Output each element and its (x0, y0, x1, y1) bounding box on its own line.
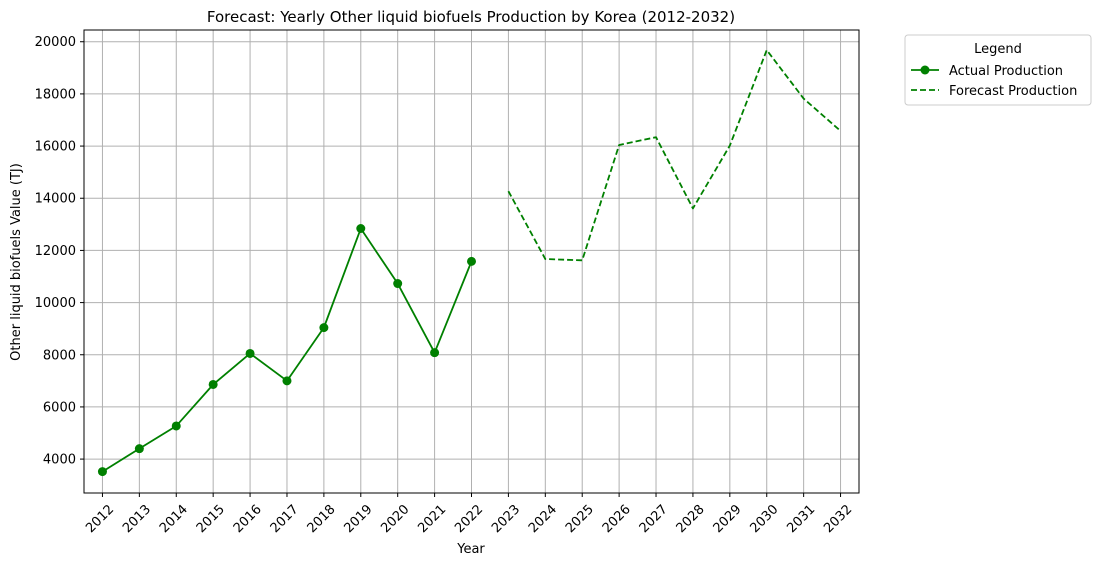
data-point-actual-production (467, 256, 476, 266)
x-tick-label: 2016 (231, 502, 265, 536)
y-tick-label: 6000 (43, 400, 76, 415)
x-tick-label: 2014 (157, 502, 191, 536)
data-point-actual-production (393, 279, 403, 289)
legend-box (904, 34, 1092, 106)
data-point-actual-production (282, 376, 292, 386)
chart-title: Forecast: Yearly Other liquid biofuels P… (207, 8, 735, 26)
y-tick-label: 20000 (35, 35, 76, 50)
data-point-actual-production (171, 421, 181, 431)
data-point-actual-production (97, 467, 107, 477)
y-tick-label: 4000 (43, 453, 76, 468)
y-tick-label: 12000 (35, 244, 76, 259)
grid (84, 30, 859, 493)
legend-label-actual-production: Actual Production (949, 64, 1063, 79)
data-point-actual-production (245, 348, 255, 358)
x-tick-label: 2029 (711, 502, 745, 536)
data-point-actual-production (430, 348, 440, 358)
y-axis: 4000 6000 8000 10000 12000 14000 16000 18000 200… (35, 35, 84, 468)
data-point-actual-production (356, 224, 366, 234)
y-tick-label: 14000 (35, 192, 76, 207)
x-tick-label: 2013 (120, 502, 154, 536)
x-tick-label: 2012 (83, 502, 117, 536)
x-tick-label: 2031 (784, 502, 818, 536)
data-point-actual-production (208, 379, 218, 389)
x-tick-label: 2017 (268, 502, 302, 536)
data-point-actual-production (134, 444, 144, 454)
x-tick-label: 2019 (342, 502, 376, 536)
x-tick-label: 2027 (637, 502, 671, 536)
x-tick-label: 2026 (600, 502, 634, 536)
x-tick-label: 2024 (526, 502, 560, 536)
x-axis-label: Year (456, 542, 485, 557)
x-tick-label: 2028 (674, 502, 708, 536)
x-axis: 2012 2013 2014 2015 2016 2017 2018 2019 2020 2021… (83, 493, 855, 536)
legend: Legend Actual Production Forecast Produc… (904, 34, 1092, 106)
x-tick-label: 2032 (821, 502, 855, 536)
x-tick-label: 2021 (415, 502, 449, 536)
y-tick-label: 18000 (35, 87, 76, 102)
y-axis-label: Other liquid biofuels Value (TJ) (9, 163, 24, 361)
x-tick-label: 2015 (194, 502, 228, 536)
y-tick-label: 8000 (43, 348, 76, 363)
data-point-actual-production (319, 323, 329, 333)
legend-marker-actual-production (920, 65, 930, 75)
x-tick-label: 2030 (747, 502, 781, 536)
series-layer (97, 49, 842, 477)
x-tick-label: 2018 (305, 502, 339, 536)
series-line-forecast-production (507, 49, 842, 262)
x-tick-label: 2025 (563, 502, 597, 536)
legend-label-forecast-production: Forecast Production (949, 84, 1077, 99)
y-tick-label: 10000 (35, 296, 76, 311)
legend-title: Legend (974, 42, 1022, 57)
x-tick-label: 2022 (452, 502, 486, 536)
y-tick-label: 16000 (35, 140, 76, 155)
x-tick-label: 2020 (378, 502, 412, 536)
x-tick-label: 2023 (489, 502, 523, 536)
